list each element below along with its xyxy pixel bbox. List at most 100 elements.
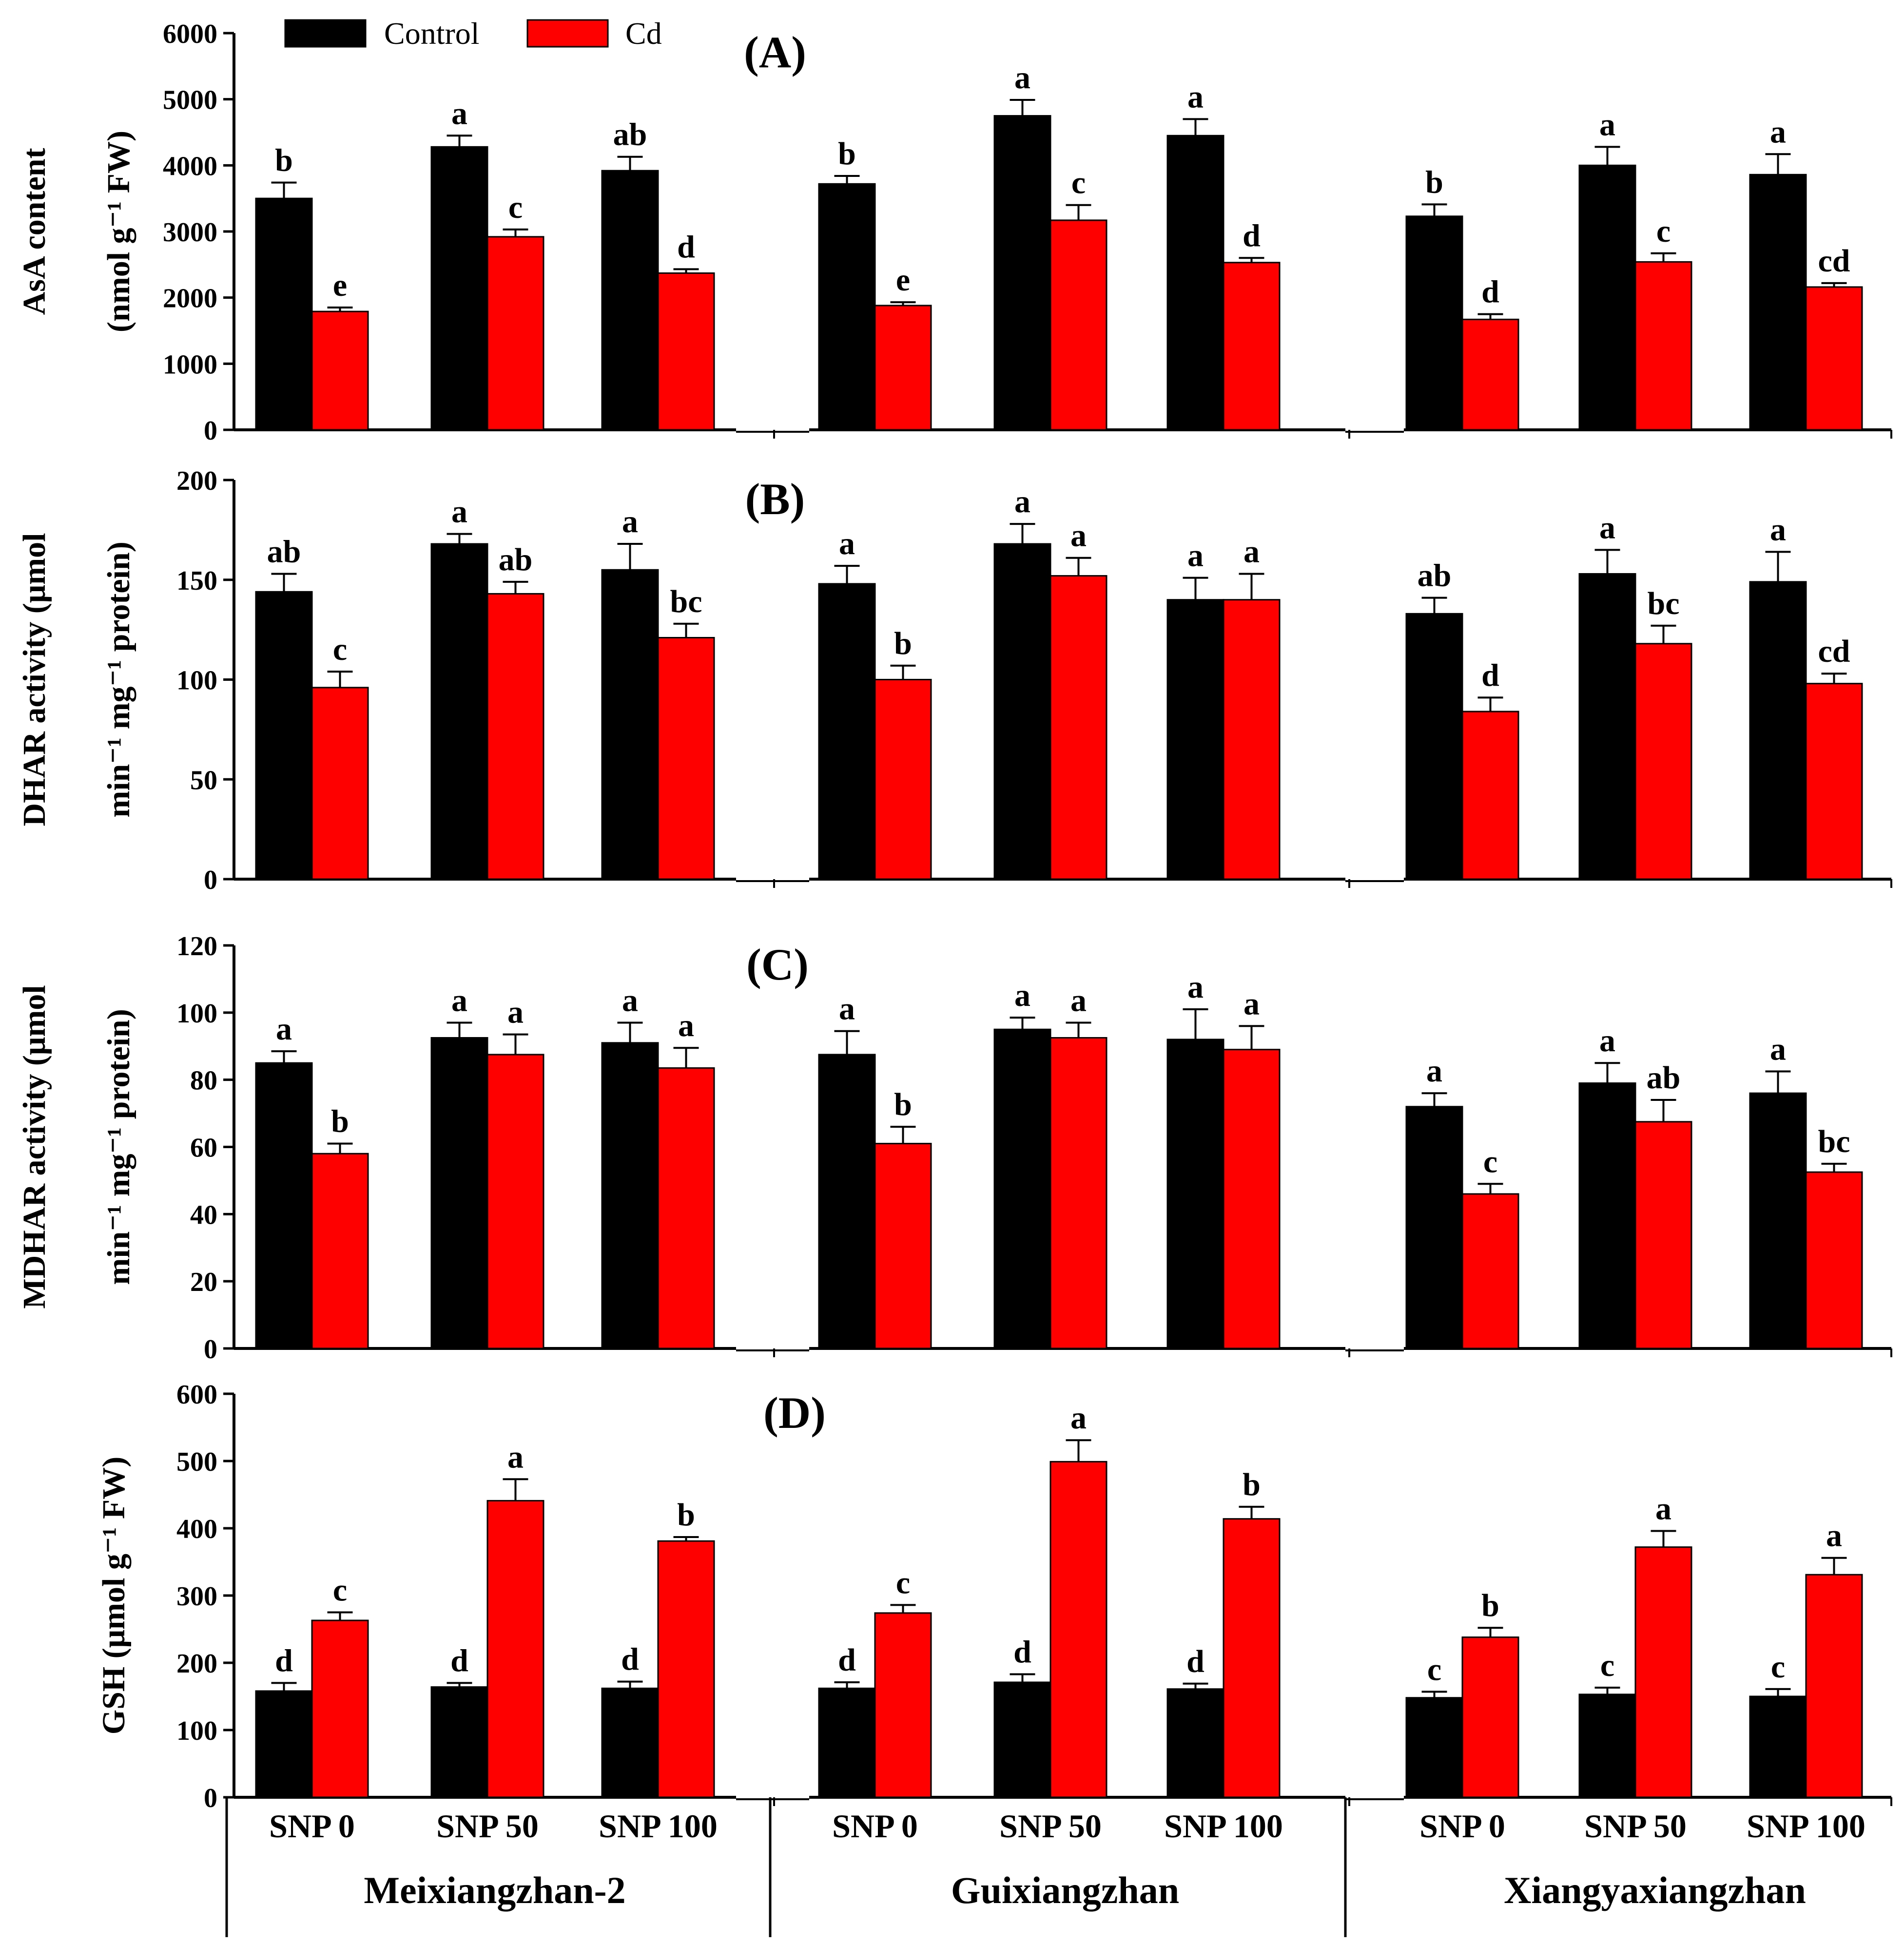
significance-letter-control: a (622, 504, 638, 539)
treatment-label: SNP 50 (1584, 1808, 1687, 1845)
bar-control (1405, 215, 1463, 431)
significance-letter-control: a (1187, 969, 1204, 1005)
significance-letter-cd: d (677, 229, 695, 265)
bar-cd (1223, 1049, 1281, 1349)
bar-control (993, 1681, 1051, 1798)
bar-control (255, 197, 313, 431)
bar-cd (311, 687, 369, 880)
significance-letter-control: c (1427, 1652, 1441, 1687)
y-tick-label: 400 (176, 1514, 217, 1544)
bar-control (1749, 1695, 1807, 1798)
panel-label: (A) (744, 27, 806, 77)
bar-control (818, 1054, 876, 1349)
bar-control (430, 543, 488, 880)
treatment-label: SNP 100 (599, 1808, 718, 1845)
y-tick-label: 6000 (163, 19, 217, 49)
legend-swatch-control (284, 19, 367, 48)
significance-letter-control: ab (1418, 558, 1452, 594)
significance-letter-cd: b (894, 626, 912, 661)
significance-letter-cd: b (1243, 1467, 1261, 1502)
significance-letter-cd: cd (1818, 243, 1850, 279)
y-tick-label: 200 (176, 466, 217, 496)
significance-letter-control: d (621, 1642, 639, 1677)
bar-cd (1634, 1546, 1692, 1798)
significance-letter-control: a (1187, 79, 1204, 115)
y-tick-label: 100 (176, 1716, 217, 1746)
y-axis-label: DHAR activity (μmol (17, 533, 52, 827)
y-tick-label: 50 (190, 765, 217, 795)
bar-cd (657, 1540, 715, 1798)
significance-letter-cd: a (1070, 518, 1087, 554)
significance-letter-cd: d (1481, 274, 1499, 310)
bar-cd (1223, 1518, 1281, 1798)
bar-control (1749, 1092, 1807, 1349)
bar-cd (1805, 286, 1863, 431)
y-axis-label: GSH (μmol g⁻¹ FW) (96, 1457, 132, 1735)
bar-cd (311, 1619, 369, 1798)
y-tick-label: 60 (190, 1133, 217, 1163)
bar-cd (874, 1143, 932, 1349)
significance-letter-cd: b (1481, 1588, 1499, 1623)
bar-control (1166, 1688, 1224, 1798)
y-axis-label: min⁻¹ mg⁻¹ protein) (101, 541, 136, 817)
significance-letter-cd: a (678, 1008, 694, 1043)
significance-letter-cd: ab (1647, 1060, 1681, 1096)
bar-control (601, 1042, 659, 1349)
significance-letter-cd: e (896, 262, 910, 298)
bar-cd (486, 1500, 544, 1798)
panel-d: 0 100 200 300 400 500 600 GSH (μmol g⁻¹ FW) (D) d… (96, 1380, 1892, 1813)
bar-control (993, 543, 1051, 880)
y-tick-label: 0 (204, 865, 217, 895)
significance-letter-control: d (1186, 1644, 1205, 1679)
y-axis-label: min⁻¹ mg⁻¹ protein) (101, 1009, 136, 1285)
y-axis-label: MDHAR activity (μmol (17, 985, 52, 1308)
bar-cd (657, 637, 715, 880)
significance-letter-cd: c (333, 632, 347, 667)
significance-letter-cd: a (507, 995, 524, 1030)
y-tick-label: 120 (176, 931, 217, 962)
bar-control (1166, 599, 1224, 880)
bar-cd (1805, 683, 1863, 880)
bar-control (1578, 1082, 1636, 1349)
significance-letter-cd: b (677, 1497, 695, 1533)
bar-cd (1461, 318, 1519, 431)
treatment-label: SNP 0 (269, 1808, 355, 1845)
legend: Control Cd (284, 16, 662, 51)
significance-letter-cd: a (1070, 983, 1087, 1019)
bar-cd (311, 310, 369, 431)
cultivar-label: Meixiangzhan-2 (364, 1869, 625, 1911)
significance-letter-control: a (1770, 1031, 1786, 1067)
bar-control (255, 591, 313, 880)
significance-letter-cd: a (507, 1439, 524, 1475)
significance-letter-cd: c (896, 1565, 910, 1600)
treatment-label: SNP 50 (436, 1808, 539, 1845)
bar-control (430, 1037, 488, 1349)
significance-letter-cd: cd (1818, 634, 1850, 669)
bar-cd (1461, 1636, 1519, 1798)
significance-letter-control: a (451, 96, 467, 131)
bar-control (1578, 164, 1636, 431)
bar-cd (657, 1067, 715, 1349)
cultivar-label: Guixiangzhan (951, 1869, 1179, 1911)
y-tick-label: 20 (190, 1267, 217, 1297)
legend-swatch-cd (526, 19, 609, 48)
significance-letter-control: a (1014, 978, 1030, 1013)
significance-letter-cd: a (1826, 1518, 1842, 1554)
bar-control (818, 583, 876, 880)
bar-control (818, 1687, 876, 1798)
bar-cd (486, 236, 544, 431)
significance-letter-control: b (1425, 164, 1443, 200)
significance-letter-control: a (1014, 484, 1030, 519)
y-axis-label: (nmol g⁻¹ FW) (101, 131, 136, 332)
treatment-label: SNP 100 (1747, 1808, 1865, 1845)
y-tick-label: 300 (176, 1581, 217, 1612)
y-tick-label: 80 (190, 1066, 217, 1096)
significance-letter-control: a (1599, 1023, 1615, 1058)
significance-letter-cd: c (333, 1573, 347, 1608)
significance-letter-control: d (450, 1643, 468, 1678)
significance-letter-control: a (839, 991, 855, 1027)
y-tick-label: 100 (176, 666, 217, 696)
bar-control (993, 115, 1051, 431)
y-tick-label: 600 (176, 1380, 217, 1410)
